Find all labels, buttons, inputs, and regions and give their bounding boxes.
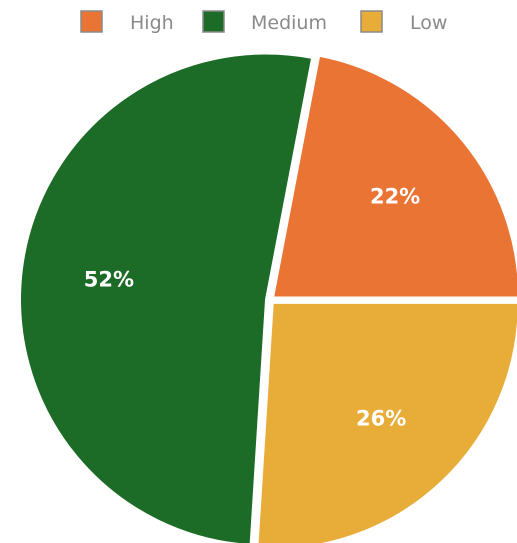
pie-label-high: 22% — [370, 185, 420, 209]
pie-slices — [19, 52, 517, 543]
pie-slice-medium[interactable] — [19, 52, 314, 543]
pie-labels: 22% 52% 26% — [84, 185, 420, 431]
pie-slice-low[interactable] — [256, 301, 517, 543]
legend-label-low: Low — [410, 12, 447, 34]
pie-label-medium: 52% — [84, 268, 134, 292]
legend: High Medium Low — [80, 10, 447, 34]
legend-swatch-high — [80, 10, 103, 33]
pie-label-low: 26% — [356, 406, 406, 430]
legend-item-medium[interactable]: Medium — [202, 10, 327, 34]
legend-swatch-medium — [202, 10, 225, 33]
legend-item-low[interactable]: Low — [360, 10, 447, 34]
legend-label-high: High — [130, 12, 174, 34]
legend-swatch-low — [360, 10, 383, 33]
legend-item-high[interactable]: High — [80, 10, 174, 34]
pie-slice-high[interactable] — [271, 54, 517, 299]
legend-label-medium: Medium — [251, 12, 327, 34]
